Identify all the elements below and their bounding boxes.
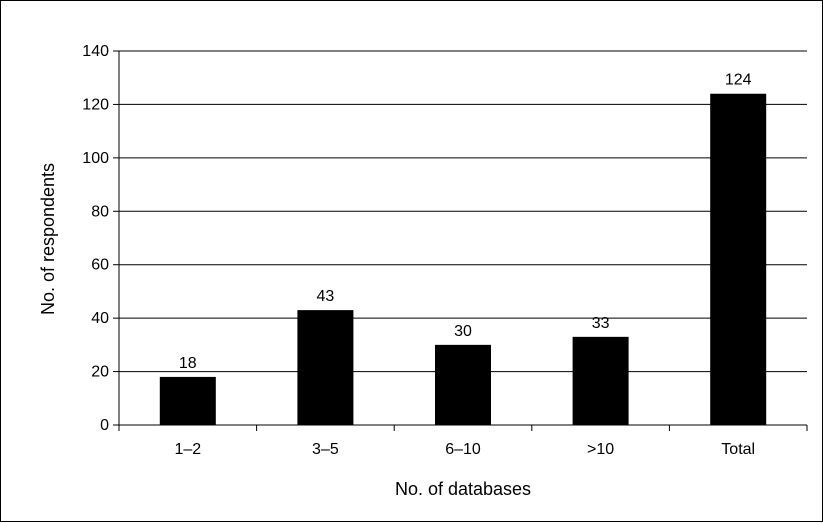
- y-tick-labels: 0 20 40 60 80 100 120 140: [82, 43, 109, 434]
- data-label: 33: [592, 315, 610, 332]
- x-tick-label: 3–5: [312, 441, 339, 458]
- bar: [297, 310, 354, 425]
- y-tick-label: 20: [91, 364, 109, 381]
- x-axis-title: No. of databases: [395, 479, 531, 499]
- y-tick-label: 140: [82, 43, 109, 60]
- y-axis-title: No. of respondents: [38, 163, 58, 315]
- data-label: 18: [179, 355, 197, 372]
- x-tick-label: 6–10: [445, 441, 481, 458]
- bar: [572, 336, 629, 425]
- gridlines: [119, 50, 807, 373]
- bars: [159, 93, 767, 425]
- x-tick-labels: 1–2 3–5 6–10 >10 Total: [174, 441, 755, 458]
- data-labels: 18 43 30 33 124: [179, 72, 752, 372]
- y-tick-label: 60: [91, 257, 109, 274]
- bar: [435, 344, 491, 425]
- bar: [159, 376, 216, 425]
- y-tick-label: 80: [91, 203, 109, 220]
- y-tick-label: 40: [91, 310, 109, 327]
- data-label: 124: [725, 72, 752, 89]
- data-label: 30: [454, 323, 472, 340]
- y-tick-label: 120: [82, 96, 109, 113]
- x-tick-label: Total: [721, 441, 755, 458]
- y-tick-label: 0: [100, 417, 109, 434]
- bar: [710, 93, 767, 425]
- axes: [113, 50, 808, 431]
- x-tick-label: >10: [587, 441, 614, 458]
- x-tick-label: 1–2: [174, 441, 201, 458]
- y-tick-label: 100: [82, 150, 109, 167]
- data-label: 43: [317, 288, 335, 305]
